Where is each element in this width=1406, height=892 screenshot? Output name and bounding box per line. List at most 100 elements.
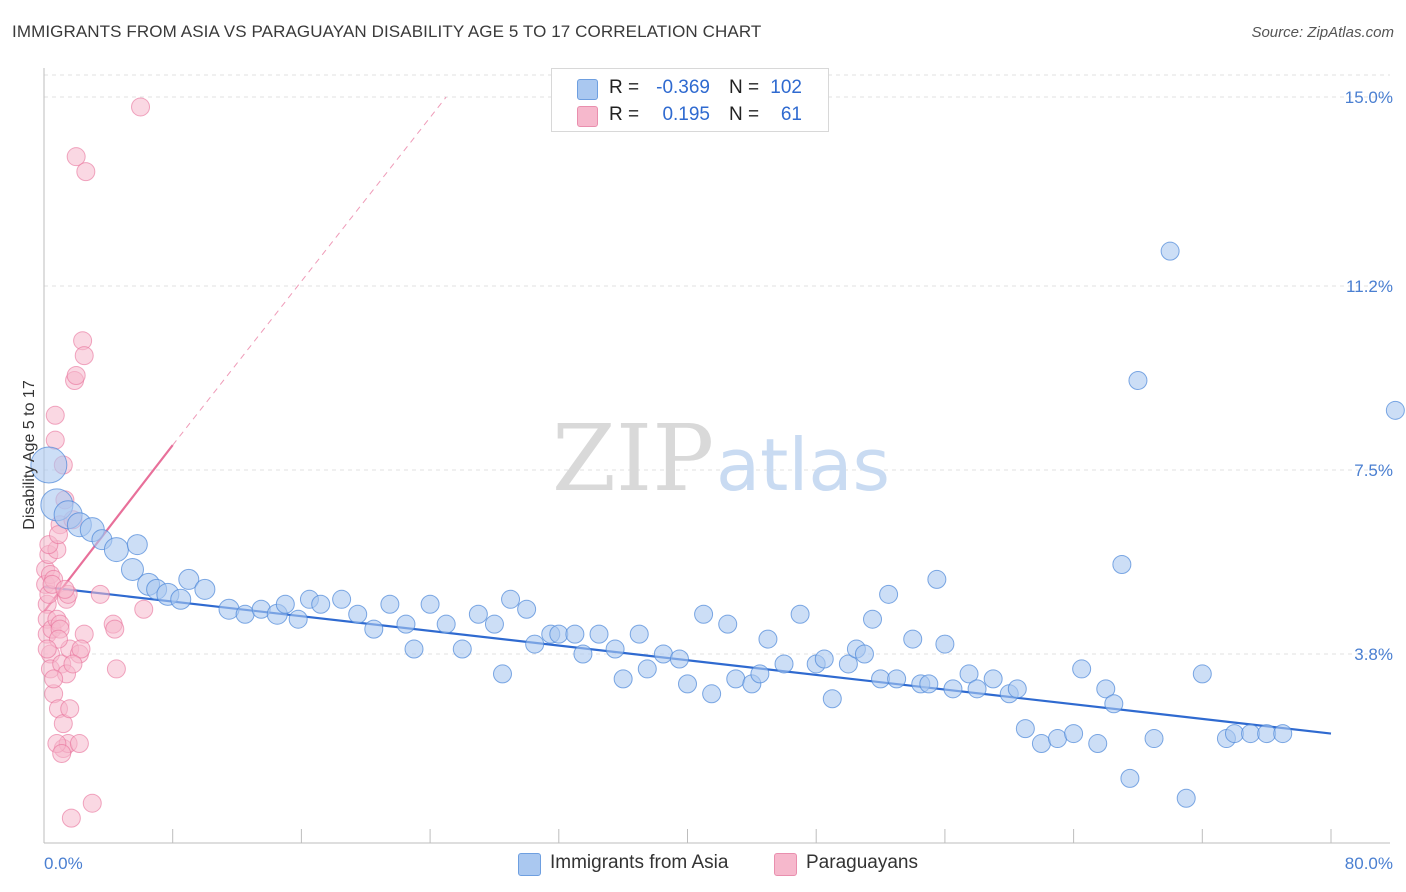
asia-point [549,624,569,644]
asia-point [178,568,200,590]
tick-labels: 3.8% 7.5% 11.2% 15.0% 0.0% 80.0% [44,88,1393,873]
source-note: Source: ZipAtlas.com [1251,24,1394,41]
asia-point [871,669,891,689]
asia-point [605,639,625,659]
asia-point [194,578,216,600]
asia-point [629,624,649,644]
asia-point [822,689,842,709]
bottom-legend-swatch-asia [518,853,541,876]
asia-point [396,614,416,634]
asia-point [332,589,352,609]
asia-point [170,588,192,610]
paraguayan-point [52,743,72,763]
y-tick-label: 11.2% [1346,277,1393,296]
paraguayan-point [63,654,83,674]
asia-point [1007,679,1027,699]
legend-n-value: 61 [780,104,802,125]
paraguayan-point [106,659,126,679]
y-tick-label: 15.0% [1345,88,1393,107]
asia-point [275,594,295,614]
asia-point [120,557,144,581]
asia-point [380,594,400,614]
asia-point [1241,724,1261,744]
paraguayan-point [66,147,86,167]
paraguayan-point [82,793,102,813]
asia-point [838,654,858,674]
legend-row-paraguayan: R = 0.195 N = 61 [552,102,828,128]
asia-point [348,604,368,624]
legend-n-label: N = [729,104,760,125]
asia-point [1224,724,1244,744]
asia-point [525,634,545,654]
asia-point [1273,724,1293,744]
legend: R = -0.369 N = 102 R = 0.195 N = 61 [551,68,829,132]
legend-r-value: 0.195 [662,104,710,125]
paraguayan-point [105,619,125,639]
asia-point [420,594,440,614]
asia-point [1072,659,1092,679]
asia-point [492,664,512,684]
asia-point [927,569,947,589]
asia-point [669,649,689,669]
paraguayan-point [74,346,94,366]
asia-point [484,614,504,634]
asia-point [903,629,923,649]
paraguayan-point [48,525,68,545]
legend-r-label: R = [609,104,640,125]
asia-point [854,644,874,664]
y-tick-label: 3.8% [1354,645,1393,664]
paraguayan-point [61,808,81,828]
asia-point [404,639,424,659]
asia-point [1144,729,1164,749]
paraguayan-point [76,162,96,182]
legend-swatch-paraguayan [577,106,598,127]
asia-point [653,644,673,664]
asia-point [452,639,472,659]
asia-point [1088,734,1108,754]
paraguayan-point [66,366,86,386]
x-tick-label: 0.0% [44,854,83,873]
watermark: ZIP atlas [552,405,890,512]
asia-point [1385,400,1405,420]
legend-swatch-asia [577,79,598,100]
paraguayan-point [90,584,110,604]
asia-point [750,664,770,684]
asia-point [935,634,955,654]
asia-point [1176,788,1196,808]
asia-point [967,679,987,699]
asia-point [126,534,148,556]
bottom-legend-swatch-paraguayan [774,853,797,876]
legend-r-label: R = [609,77,640,98]
asia-point [1128,370,1148,390]
gridlines [44,74,1390,655]
legend-n-value: 102 [770,77,802,98]
data-points [30,97,1405,828]
paraguayan-point [45,430,65,450]
asia-point [1160,241,1180,261]
asia-point [774,654,794,674]
legend-row-asia: R = -0.369 N = 102 [552,75,828,101]
paraguayan-point [60,699,80,719]
asia-point [613,669,633,689]
legend-r-value: -0.369 [656,77,710,98]
watermark-atlas: atlas [716,423,890,507]
paraguayan-point [55,579,75,599]
chart-title: IMMIGRANTS FROM ASIA VS PARAGUAYAN DISAB… [12,22,762,41]
asia-point [1112,554,1132,574]
asia-point [983,669,1003,689]
legend-n-label: N = [729,77,760,98]
asia-point [1257,724,1277,744]
asia-point [726,669,746,689]
asia-point [1048,729,1068,749]
asia-point [364,619,384,639]
asia-point [517,599,537,619]
asia-point [758,629,778,649]
bottom-legend-label-asia: Immigrants from Asia [550,852,729,873]
asia-point [1096,679,1116,699]
asia-point [235,604,255,624]
paraguayan-point [134,599,154,619]
asia-point [565,624,585,644]
asia-point [959,664,979,684]
asia-point [1120,768,1140,788]
